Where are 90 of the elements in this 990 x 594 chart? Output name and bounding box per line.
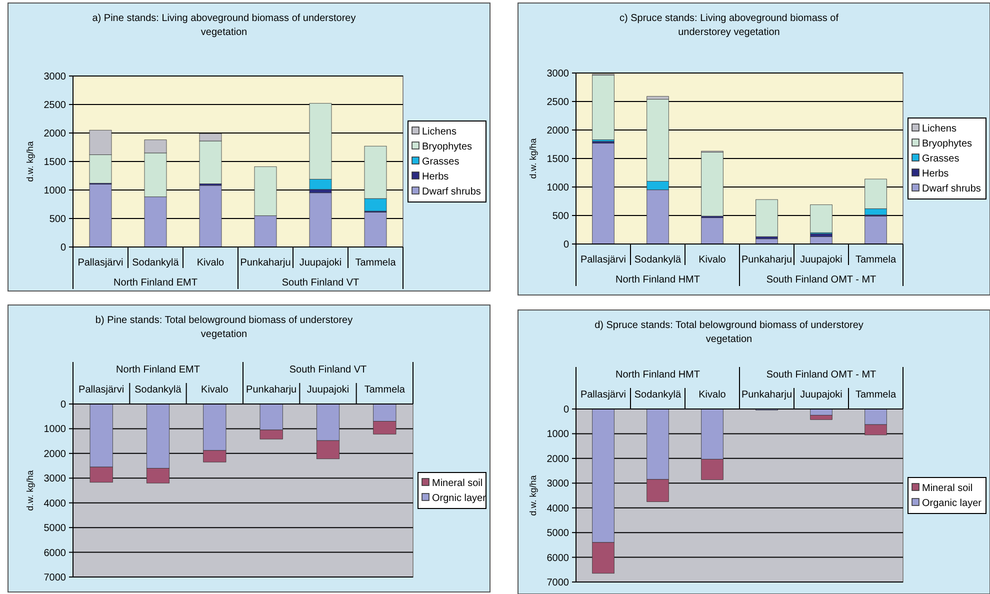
bar [592, 142, 614, 244]
text: North Finland EMT [116, 364, 200, 376]
legend-label: Dwarf shrubs [422, 186, 481, 198]
y-tick-label: 0 [60, 400, 66, 410]
legend-label: Mineral soil [922, 483, 973, 494]
legend-label: Bryophytes [422, 142, 472, 152]
y-tick-label: 6000 [546, 552, 570, 564]
x-tick-label: Pallasjärvi [78, 258, 124, 268]
bar [309, 192, 332, 248]
y-tick-label: 0 [563, 240, 570, 250]
x-tick-label: Juupajoki [800, 254, 842, 266]
legend-label: Lichens [922, 124, 956, 134]
y-tick-label: 2500 [44, 100, 66, 111]
x-tick-label: Tammela [355, 258, 396, 268]
bar [199, 185, 222, 248]
legend-label: Herbs [922, 168, 949, 180]
text: North Finland HMT [616, 370, 700, 380]
y-tick-label: 3000 [546, 68, 570, 80]
x-tick-label: Pallasjärvi [580, 390, 626, 400]
chart-title: d) Spruce stands: Total belowground biomass of understorey vegetation [594, 320, 864, 345]
y-axis-title: d.w. kg/ha [528, 475, 538, 516]
y-tick-label: 1000 [44, 186, 66, 196]
legend-label: Lichens [422, 126, 456, 138]
chart-title: c) Spruce stands: Living aboveground biomass of understorey vegetation [619, 13, 839, 38]
legend-label: Organic layer [922, 498, 982, 509]
y-tick-label: 7000 [44, 572, 66, 584]
y-tick-label: 1000 [44, 424, 66, 436]
y-tick-label: 4000 [546, 503, 570, 514]
x-tick-label: Punkaharju [741, 254, 792, 266]
chart-title: a) Pine stands: Living aboveground biomass of understorey vegetation [92, 13, 356, 38]
y-axis-title: d.w. kg/ha [25, 141, 35, 182]
y-tick-label: 0 [563, 404, 570, 416]
x-tick-label: Punkaharju [240, 258, 291, 268]
text: South Finland VT [289, 364, 367, 376]
text: South Finland OMT - MT [766, 274, 876, 286]
y-tick-label: 3000 [546, 478, 570, 490]
bar [810, 204, 832, 233]
y-tick-label: 1500 [546, 154, 570, 165]
legend-label: Grasses [922, 154, 960, 164]
y-tick-label: 2000 [44, 128, 66, 140]
x-tick-label: Tammela [364, 384, 406, 396]
y-tick-label: 2000 [546, 126, 570, 136]
x-tick-label: Kivalo [698, 390, 726, 400]
text: South Finland VT [282, 278, 360, 288]
x-tick-label: Punkaharju [246, 384, 297, 396]
y-tick-label: 1500 [44, 157, 66, 168]
x-tick-label: Pallasjärvi [78, 384, 124, 396]
y-tick-label: 0 [60, 242, 66, 254]
y-tick-label: 5000 [546, 528, 570, 540]
legend-label: Grasses [422, 156, 460, 168]
y-tick-label: 3000 [44, 474, 66, 485]
x-tick-label: Kivalo [196, 258, 225, 268]
chart-title: b) Pine stands: Total belowground biomass of understorey vegetation [95, 315, 353, 340]
legend-label: Dwarf shrubs [922, 184, 981, 194]
legend-label: Herbs [422, 172, 449, 182]
text: North Finland EMT [114, 278, 198, 288]
y-axis-title: d.w. kg/ha [528, 138, 538, 179]
y-tick-label: 6000 [44, 548, 66, 559]
x-tick-label: Juupajoki [299, 258, 342, 268]
text: South Finland OMT - MT [766, 370, 876, 380]
bar [756, 199, 778, 237]
x-tick-label: Kivalo [698, 254, 726, 266]
y-tick-label: 7000 [546, 578, 570, 588]
x-tick-label: Kivalo [201, 384, 229, 396]
y-tick-label: 1000 [546, 429, 570, 440]
text: North Finland HMT [616, 274, 700, 286]
legend-label: Orgnic layer [432, 493, 487, 504]
y-tick-label: 500 [552, 211, 570, 222]
legend-label: Bryophytes [922, 138, 972, 150]
x-tick-label: Sodankylä [134, 384, 182, 396]
x-tick-label: Sodankylä [634, 390, 682, 400]
y-tick-label: 3000 [44, 72, 66, 82]
y-tick-label: 2000 [44, 448, 66, 460]
y-tick-label: 5000 [44, 523, 66, 534]
legend-label: Mineral soil [432, 478, 483, 489]
bar [592, 75, 614, 140]
x-tick-label: Tammela [855, 390, 896, 400]
y-tick-label: 1000 [546, 182, 570, 194]
x-tick-label: Juupajoki [800, 390, 842, 400]
x-tick-label: Juupajoki [306, 384, 350, 396]
x-tick-label: Sodankylä [634, 254, 682, 266]
y-tick-label: 4000 [44, 498, 66, 510]
x-tick-label: Tammela [855, 254, 896, 266]
x-tick-label: Pallasjärvi [580, 254, 626, 266]
x-tick-label: Sodankylä [132, 258, 180, 268]
y-tick-label: 500 [49, 214, 66, 225]
y-tick-label: 2000 [546, 454, 570, 465]
y-axis-title: d.w. kg/ha [25, 470, 35, 511]
x-tick-label: Punkaharju [741, 390, 792, 400]
y-tick-label: 2500 [546, 97, 570, 108]
